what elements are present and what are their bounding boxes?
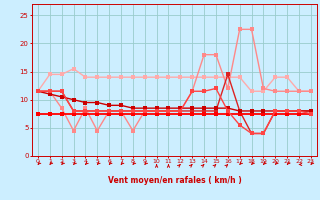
X-axis label: Vent moyen/en rafales ( km/h ): Vent moyen/en rafales ( km/h ): [108, 176, 241, 185]
